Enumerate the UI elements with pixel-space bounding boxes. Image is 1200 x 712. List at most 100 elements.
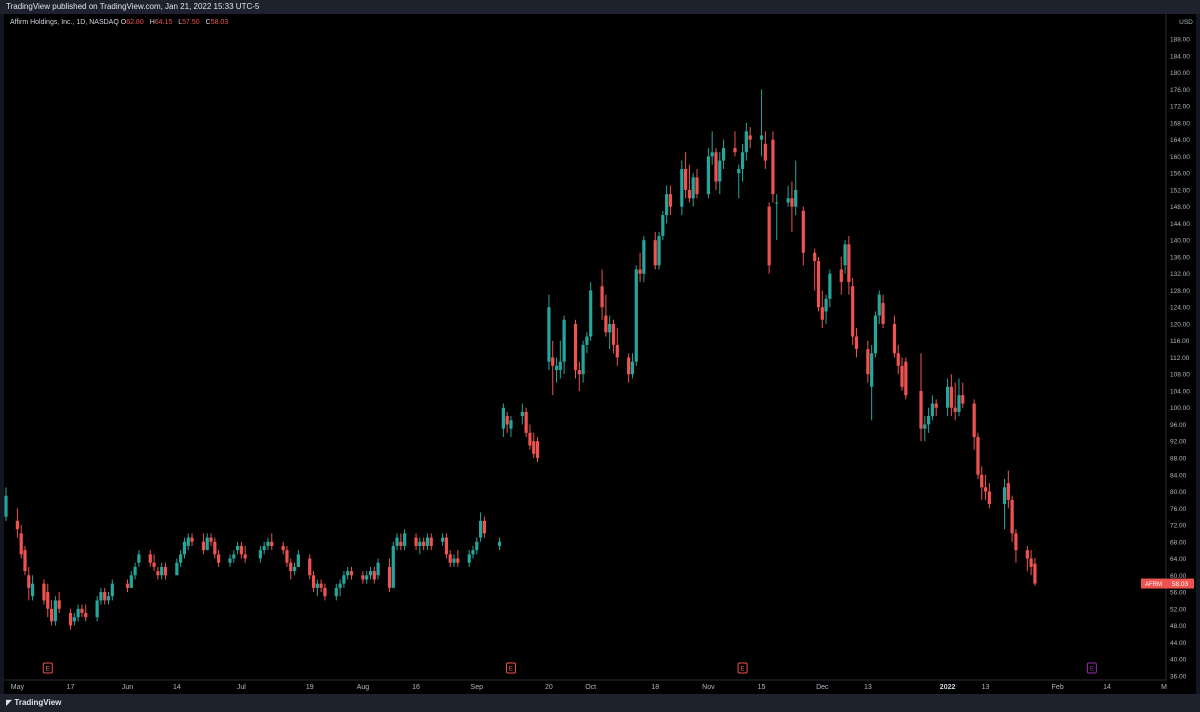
candle <box>308 554 312 580</box>
candle <box>661 210 665 241</box>
y-tick-label: 156.00 <box>1170 171 1190 178</box>
y-tick-label: 76.00 <box>1170 506 1187 513</box>
candle <box>642 236 646 283</box>
legend-close-value: 58.03 <box>210 19 229 26</box>
candle <box>634 265 638 366</box>
candle <box>156 566 160 580</box>
candle-body <box>953 407 957 412</box>
candle <box>361 571 365 584</box>
candle-body <box>129 575 133 588</box>
candle-body <box>877 294 881 316</box>
candle-body <box>668 194 673 207</box>
y-tick-label: 56.00 <box>1170 590 1187 597</box>
candle <box>1033 557 1037 586</box>
candle-body <box>110 583 114 597</box>
price-axis[interactable]: USD 188.00 184.00 180.00 176.00 172.00 168.00 1… <box>1165 14 1196 680</box>
candle-body <box>205 537 209 551</box>
candle <box>718 152 722 195</box>
candle <box>585 332 589 354</box>
candle <box>201 533 206 555</box>
x-tick-label: 20 <box>545 684 553 691</box>
time-axis[interactable]: May 17 Jun 14 Jul 19 Aug 16 Sep 20 Oct 18 Nov 15 Dec 13… <box>4 679 1167 691</box>
candle <box>930 395 934 421</box>
y-tick-label: 80.00 <box>1170 489 1187 496</box>
candle <box>270 533 274 551</box>
candle <box>182 537 187 559</box>
earnings-marker: E <box>1086 662 1097 674</box>
candle <box>900 357 904 391</box>
earnings-marker: E <box>505 662 516 674</box>
candle <box>258 545 262 563</box>
price-value-tag <box>1166 578 1194 589</box>
candle-body <box>600 286 604 308</box>
symbol-legend[interactable]: Affirm Holdings, Inc., 1D, NASDAQ O62.80… <box>10 18 232 28</box>
candle-body <box>961 395 965 404</box>
candle <box>319 579 323 593</box>
candle <box>315 579 319 597</box>
candle-body <box>505 416 509 425</box>
candle-body <box>987 491 991 505</box>
candle <box>467 550 471 567</box>
candle-body <box>638 269 642 274</box>
legend-open-label: O <box>120 19 127 26</box>
candle-body <box>292 566 297 572</box>
chart-frame[interactable] <box>4 14 1196 694</box>
y-tick-label: 72.00 <box>1170 523 1187 530</box>
candle <box>714 148 718 190</box>
candle-body <box>972 403 976 438</box>
candle <box>106 592 111 605</box>
candle <box>535 437 540 463</box>
candle-body <box>482 520 486 534</box>
y-tick-label: 100.00 <box>1170 405 1190 412</box>
candle <box>1014 529 1018 563</box>
legend-instrument: Affirm Holdings, Inc., 1D, NASDAQ <box>10 19 119 26</box>
candle <box>501 403 505 438</box>
candle-body <box>429 537 433 546</box>
candle <box>456 550 460 567</box>
candle-body <box>270 541 274 546</box>
candle-body <box>573 323 578 371</box>
candle-body <box>771 139 775 195</box>
candle-body <box>744 131 748 153</box>
candle-body <box>733 148 737 153</box>
candle <box>687 164 692 203</box>
candle-body <box>125 583 130 588</box>
candle <box>816 256 821 312</box>
candle-body <box>653 240 657 266</box>
candle-body <box>311 575 316 588</box>
candle-body <box>323 587 327 597</box>
candle-body <box>76 608 80 618</box>
candle-body <box>4 495 8 517</box>
candle-body <box>209 537 213 542</box>
candle-body <box>847 244 851 283</box>
candle-body <box>133 566 137 576</box>
candle-body <box>927 416 931 425</box>
candle-body <box>467 554 471 563</box>
candle <box>57 592 61 613</box>
candle <box>790 181 794 232</box>
tradingview-logo[interactable]: ◤ TradingView <box>6 694 61 712</box>
earnings-marker-label: E <box>740 666 745 673</box>
candle-body <box>49 608 54 622</box>
x-tick-label: Dec <box>816 684 829 691</box>
x-tick-label: 13 <box>864 684 872 691</box>
candle <box>399 533 403 551</box>
candle <box>391 541 395 588</box>
y-tick-label: 160.00 <box>1170 154 1190 161</box>
candle-body <box>657 236 661 266</box>
candle-body <box>843 244 847 266</box>
candle-body <box>630 361 635 375</box>
candle-body <box>813 252 817 262</box>
candle-body <box>334 587 338 597</box>
candle-body <box>706 156 710 195</box>
candle-body <box>99 592 103 601</box>
y-tick-label: 96.00 <box>1170 422 1187 429</box>
candle <box>1002 478 1007 530</box>
candle-body <box>160 566 164 576</box>
candle-body <box>156 571 160 576</box>
candle <box>349 566 354 580</box>
candle-body <box>627 357 631 375</box>
candle <box>562 315 566 375</box>
candle-body <box>634 269 638 362</box>
